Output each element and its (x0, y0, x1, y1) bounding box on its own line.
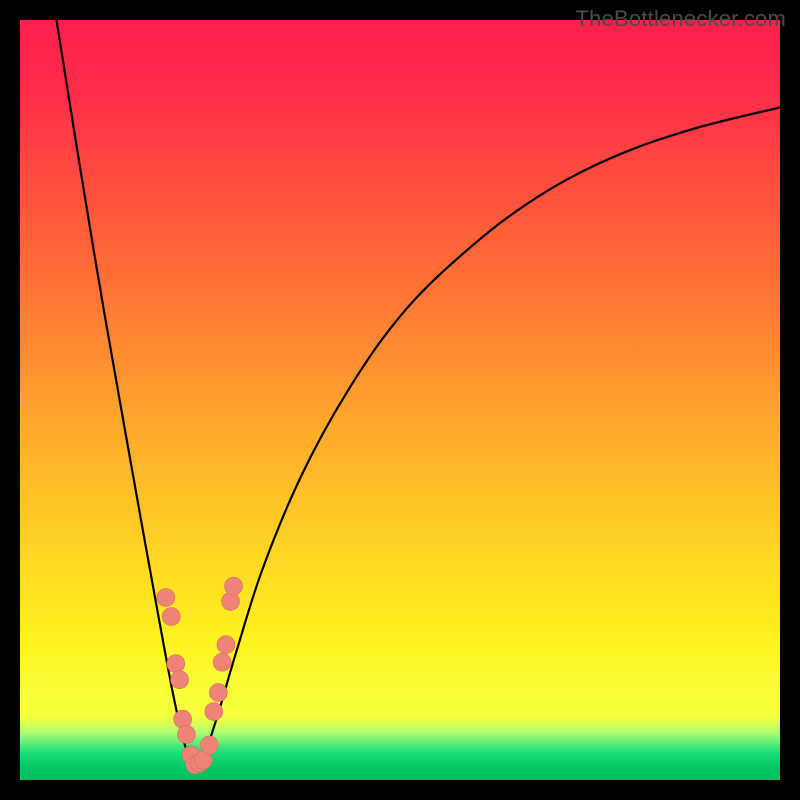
chart-border-left (0, 0, 20, 800)
data-marker (200, 736, 218, 754)
watermark-text: TheBottlenecker.com (576, 6, 786, 32)
data-marker (162, 608, 180, 626)
data-marker (222, 592, 240, 610)
data-marker (213, 653, 231, 671)
data-marker (225, 577, 243, 595)
data-marker (217, 636, 235, 654)
data-marker (167, 655, 185, 673)
data-marker (157, 589, 175, 607)
right-curve (195, 107, 780, 769)
chart-border-bottom (0, 780, 800, 800)
data-marker (171, 671, 189, 689)
chart-frame: TheBottlenecker.com (0, 0, 800, 800)
chart-border-right (780, 0, 800, 800)
data-marker (205, 703, 223, 721)
plot-svg (0, 0, 800, 800)
data-marker (209, 684, 227, 702)
data-marker (177, 725, 195, 743)
